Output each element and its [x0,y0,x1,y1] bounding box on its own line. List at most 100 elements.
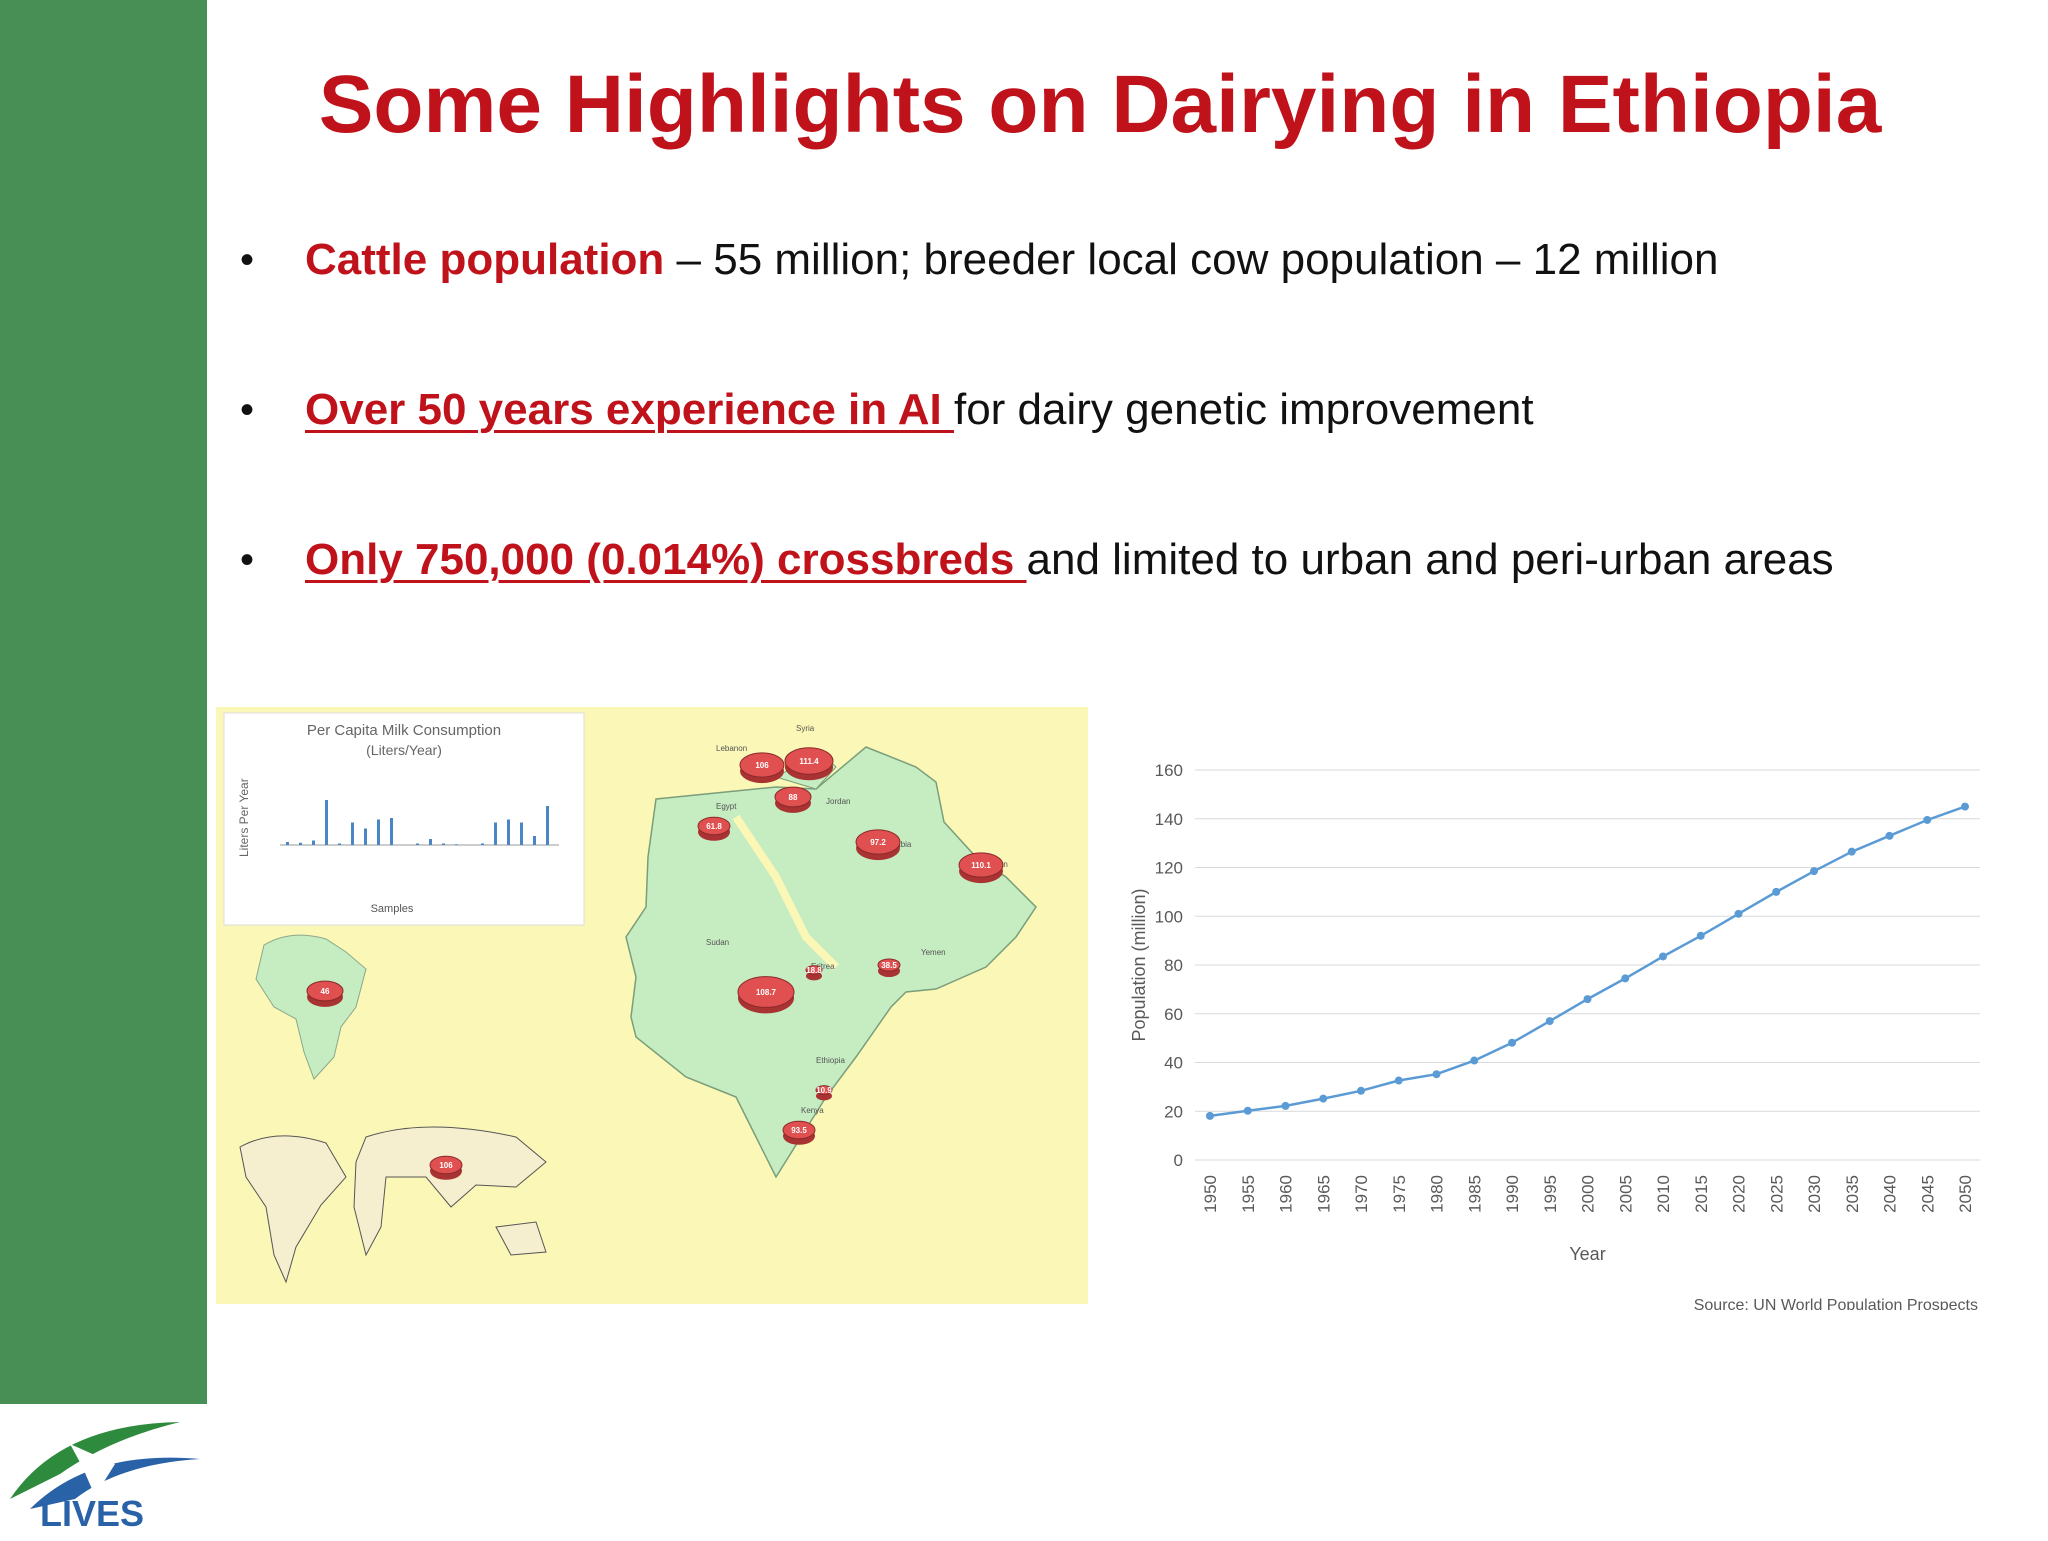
bullet-highlight: Only 750,000 (0.014%) crossbreds [305,535,1027,584]
x-tick-label: 1995 [1541,1175,1560,1213]
bullet-ai-experience: • Over 50 years experience in AI for dai… [240,380,2020,440]
bubble-label: 97.2 [870,838,886,847]
x-tick-label: 1955 [1239,1175,1258,1213]
x-tick-label: 2020 [1730,1175,1749,1213]
bullet-marker: • [240,388,255,432]
inset-bar [429,839,432,845]
region-label: Sudan [706,938,729,947]
x-tick-label: 1980 [1428,1175,1447,1213]
data-point [1923,815,1932,824]
x-tick-label: 2030 [1805,1175,1824,1213]
slide-title: Some Highlights on Dairying in Ethiopia [318,59,1882,150]
bubble-label: 93.5 [791,1126,807,1135]
data-point [1810,867,1818,876]
y-tick-label: 120 [1155,859,1183,878]
inset-bar [455,844,458,845]
region-label: Ethiopia [816,1056,845,1065]
inset-subtitle: (Liters/Year) [366,742,442,758]
logo-swoosh-green [10,1422,180,1499]
region-label: Yemen [921,948,946,957]
red-sea [732,814,839,970]
consumption-bubble [737,976,795,1008]
consumption-bubble [429,1155,463,1175]
inset-panel [223,712,585,926]
data-point [1319,1094,1328,1103]
bubble-label: 106 [439,1161,453,1170]
data-point [1659,952,1667,961]
bullet-marker: • [240,538,255,582]
region-label: Lebanon [716,744,747,753]
inset-bar [364,828,367,845]
data-point [1470,1056,1479,1065]
data-point [1432,1070,1441,1079]
y-tick-label: 0 [1174,1151,1183,1170]
x-tick-label: 1990 [1503,1175,1522,1213]
x-tick-label: 2050 [1956,1175,1975,1213]
bubble-label: 108.7 [756,988,777,997]
y-tick-label: 100 [1155,907,1183,926]
inset-bar [390,818,393,845]
inset-ylabel: Liters Per Year [237,778,251,857]
data-point [1243,1106,1252,1115]
inset-bars [280,800,559,846]
x-tick-label: 2035 [1843,1175,1862,1213]
data-point [1281,1101,1290,1110]
data-point [1847,847,1856,856]
consumption-bubble [958,852,1004,878]
inset-xlabel: Samples [371,903,414,915]
region-label: Jordan [826,797,850,806]
consumption-bubble [697,816,731,836]
milk-consumption-map: Per Capita Milk Consumption (Liters/Year… [216,707,1088,1304]
consumption-bubble [815,1085,833,1095]
data-point [1734,909,1743,918]
consumption-bubble [739,752,785,778]
inset-bar [299,842,302,845]
x-tick-label: 2010 [1654,1175,1673,1213]
bullet-marker: • [240,238,255,282]
inset-bar [312,840,315,845]
sidebar-band [0,0,207,1536]
consumption-bubble [855,829,901,855]
consumption-bubble [782,1120,816,1140]
inset-bar [351,822,354,845]
inset-bar [494,822,497,845]
x-tick-label: 2015 [1692,1175,1711,1213]
bubble-label: 88 [789,793,798,802]
inset-bar [416,843,419,845]
inset-bar [325,800,328,845]
region-label: Kenya [801,1106,824,1115]
consumption-bubble [774,786,812,808]
map-svg: Per Capita Milk Consumption (Liters/Year… [216,707,1088,1304]
bullet-highlight: Cattle population [305,235,665,284]
x-tick-label: 1970 [1352,1175,1371,1213]
x-tick-label: 1985 [1465,1175,1484,1213]
region-label: Egypt [716,802,737,811]
x-tick-label: 1975 [1390,1175,1409,1213]
logo-bird-shape [70,1444,115,1496]
data-point [1206,1111,1214,1120]
bubble-label: 111.4 [799,757,819,766]
consumption-bubble [805,965,823,975]
data-point [1357,1086,1365,1095]
bubble-label: 18.8 [806,966,822,975]
logo-text: LIVES [40,1493,144,1534]
bubble-label: 106 [755,761,769,770]
consumption-bubbles: 106 111.4 88 61.8 97.2 110.1 18.8 38.5 108.7 10.9… [306,747,1004,1180]
y-tick-label: 140 [1155,810,1183,829]
consumption-bubble [784,747,834,775]
x-tick-label: 2025 [1767,1175,1786,1213]
x-tick-label: 2045 [1918,1175,1937,1213]
inset-bar [520,822,523,845]
y-tick-label: 60 [1164,1005,1183,1024]
x-tick-label: 2040 [1881,1175,1900,1213]
data-point [1583,995,1592,1004]
data-point [1696,931,1705,940]
logo-swoosh-blue [30,1457,200,1509]
region-label: Syria [796,724,815,733]
bullet-crossbreds: • Only 750,000 (0.014%) crossbreds and l… [240,530,2020,590]
inset-bar [533,836,536,845]
bubble-label: 38.5 [881,961,897,970]
bullet-text: and limited to urban and peri-urban area… [1026,535,1834,584]
bullet-list: • Cattle population – 55 million; breede… [240,230,2020,680]
